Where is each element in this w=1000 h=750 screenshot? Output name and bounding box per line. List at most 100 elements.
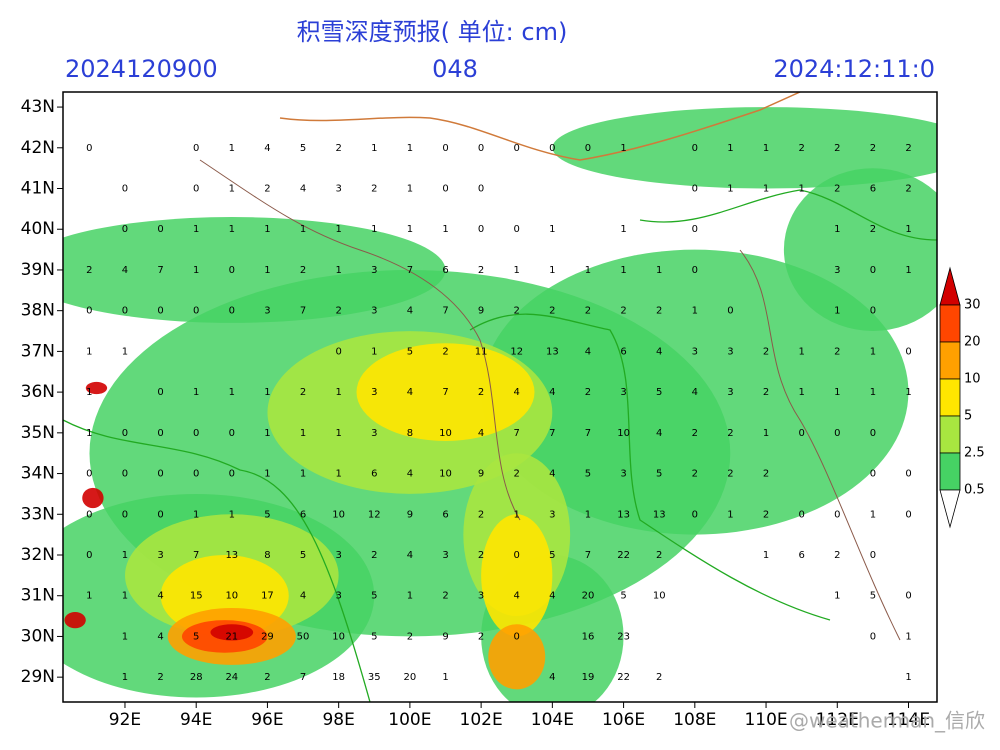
- station-value: 7: [157, 265, 163, 276]
- station-value: 4: [478, 428, 484, 439]
- station-value: 0: [692, 184, 698, 195]
- station-value: 1: [620, 265, 626, 276]
- station-value: 0: [798, 428, 804, 439]
- station-value: 1: [335, 469, 341, 480]
- station-value: 1: [905, 387, 911, 398]
- station-value: 1: [122, 550, 128, 561]
- station-value: 0: [442, 184, 448, 195]
- station-value: 1: [407, 591, 413, 602]
- snow-area: [210, 624, 254, 641]
- borders: [63, 92, 937, 702]
- lat-tick-label: 30N: [21, 626, 55, 646]
- init-time: 2024120900: [65, 55, 218, 83]
- station-value: 2: [763, 346, 769, 357]
- station-value: 9: [442, 631, 448, 642]
- station-value: 0: [122, 428, 128, 439]
- station-value: 0: [870, 265, 876, 276]
- station-value: 0: [122, 184, 128, 195]
- station-value: 10: [617, 428, 630, 439]
- station-value: 7: [585, 428, 591, 439]
- lat-tick-label: 35N: [21, 423, 55, 443]
- lat-tick-label: 37N: [21, 341, 55, 361]
- station-value: 2: [727, 469, 733, 480]
- station-value: 1: [86, 387, 92, 398]
- station-value: 1: [335, 224, 341, 235]
- station-value: 6: [371, 469, 377, 480]
- axes: 92E 94E 96E 98E 100E 102E 104E 106E 108E 110E 112E…: [21, 97, 930, 730]
- snow-area: [85, 381, 108, 395]
- station-value: 20: [582, 591, 595, 602]
- station-value: 22: [617, 672, 630, 683]
- station-value: 9: [478, 306, 484, 317]
- station-value: 8: [264, 550, 270, 561]
- colorbar-label: 0.5: [964, 483, 985, 498]
- station-value: 9: [407, 509, 413, 520]
- station-value: 2: [371, 550, 377, 561]
- lat-tick-label: 29N: [21, 667, 55, 687]
- station-value: 23: [617, 631, 630, 642]
- station-value: 0: [834, 509, 840, 520]
- station-value: 0: [442, 143, 448, 154]
- station-value: 1: [834, 224, 840, 235]
- station-value: 7: [514, 428, 520, 439]
- station-value: 0: [86, 306, 92, 317]
- station-value: 13: [225, 550, 238, 561]
- station-value: 0: [157, 224, 163, 235]
- station-value: 10: [225, 591, 238, 602]
- station-value: 2: [763, 387, 769, 398]
- stations: 0 0 1 4 5 2 1 1 0 0 0 0 0 1 0 1 1 2 2 2 20 0 1 2 4 3 2 1 0 0 0 1 1 1 2 6 20 0…: [86, 143, 912, 683]
- station-value: 3: [371, 306, 377, 317]
- station-value: 3: [442, 550, 448, 561]
- station-value: 0: [870, 550, 876, 561]
- station-value: 3: [335, 184, 341, 195]
- station-value: 0: [122, 509, 128, 520]
- station-value: 4: [122, 265, 128, 276]
- station-value: 6: [870, 184, 876, 195]
- colorbar-swatch: [939, 415, 961, 454]
- station-value: 1: [229, 143, 235, 154]
- station-value: 1: [763, 143, 769, 154]
- station-value: 2: [905, 184, 911, 195]
- station-value: 2: [585, 387, 591, 398]
- station-value: 3: [335, 591, 341, 602]
- station-value: 3: [834, 265, 840, 276]
- station-value: 2: [442, 591, 448, 602]
- station-value: 1: [834, 591, 840, 602]
- station-value: 1: [905, 224, 911, 235]
- station-value: 1: [335, 387, 341, 398]
- station-value: 15: [190, 591, 203, 602]
- station-value: 0: [86, 143, 92, 154]
- station-value: 13: [617, 509, 630, 520]
- station-value: 1: [264, 428, 270, 439]
- station-value: 3: [727, 346, 733, 357]
- station-value: 0: [157, 306, 163, 317]
- station-value: 1: [834, 387, 840, 398]
- station-value: 1: [620, 224, 626, 235]
- station-value: 1: [727, 509, 733, 520]
- station-value: 2: [834, 184, 840, 195]
- colorbar-label: 10: [964, 372, 981, 387]
- station-value: 1: [585, 265, 591, 276]
- colorbar-swatch: [939, 378, 961, 417]
- station-value: 1: [442, 672, 448, 683]
- station-value: 6: [442, 509, 448, 520]
- station-value: 1: [264, 265, 270, 276]
- station-value: 2: [870, 143, 876, 154]
- station-value: 3: [478, 591, 484, 602]
- snow-area: [356, 343, 535, 441]
- colorbar: 30 20 10 5 2.5 0.5: [939, 266, 985, 529]
- station-value: 1: [122, 631, 128, 642]
- station-value: 0: [585, 143, 591, 154]
- station-value: 28: [190, 672, 203, 683]
- station-value: 2: [442, 346, 448, 357]
- station-value: 1: [549, 265, 555, 276]
- station-value: 1: [264, 224, 270, 235]
- station-value: 3: [371, 428, 377, 439]
- lat-tick-label: 32N: [21, 545, 55, 565]
- station-value: 19: [582, 672, 595, 683]
- station-value: 13: [546, 346, 559, 357]
- station-value: 0: [905, 469, 911, 480]
- station-value: 1: [442, 224, 448, 235]
- station-value: 21: [225, 631, 238, 642]
- station-value: 1: [335, 265, 341, 276]
